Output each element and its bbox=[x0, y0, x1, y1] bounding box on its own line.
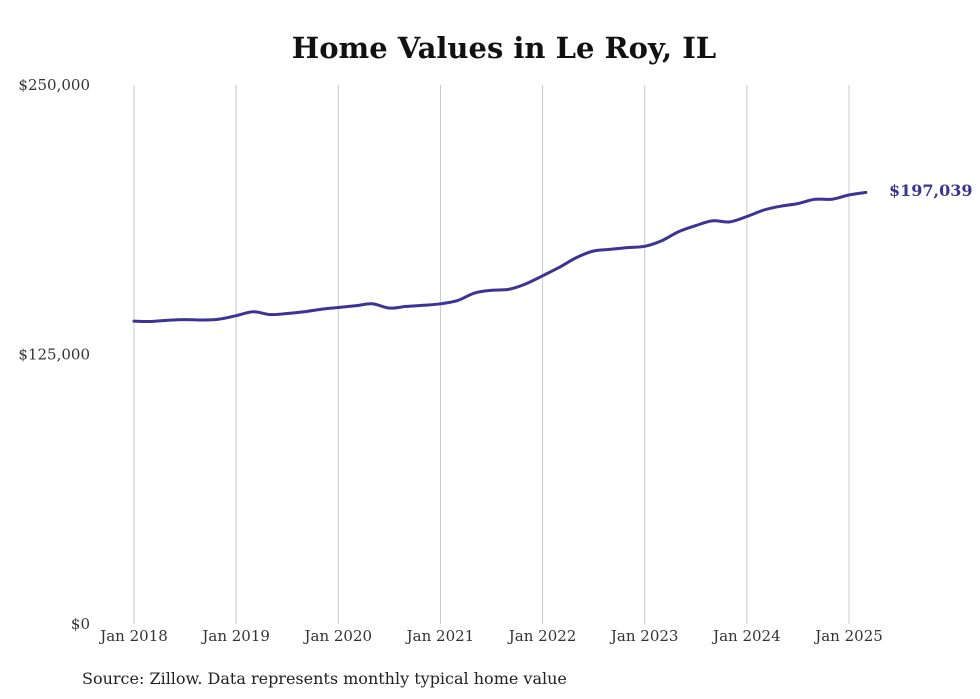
y-tick-label: $125,000 bbox=[18, 346, 90, 364]
y-tick-label: $0 bbox=[71, 615, 90, 633]
gridlines bbox=[133, 85, 850, 624]
x-tick-label: Jan 2020 bbox=[303, 627, 373, 645]
x-tick-label: Jan 2022 bbox=[507, 627, 577, 645]
series-line bbox=[132, 190, 868, 324]
series-layer bbox=[132, 190, 868, 324]
y-axis-ticks: $0 $125,000 $250,000 bbox=[18, 76, 90, 633]
x-axis-ticks: Jan 2018 Jan 2019 Jan 2020 Jan 2021 Jan 2022… bbox=[98, 627, 883, 645]
chart-title: Home Values in Le Roy, IL bbox=[292, 31, 716, 65]
x-tick-label: Jan 2025 bbox=[813, 627, 883, 645]
x-tick-label: Jan 2023 bbox=[609, 627, 679, 645]
x-tick-label: Jan 2021 bbox=[405, 627, 475, 645]
source-note: Source: Zillow. Data represents monthly … bbox=[82, 669, 567, 688]
x-tick-label: Jan 2018 bbox=[98, 627, 168, 645]
y-tick-label: $250,000 bbox=[18, 76, 90, 94]
x-tick-label: Jan 2019 bbox=[200, 627, 270, 645]
x-tick-label: Jan 2024 bbox=[711, 627, 781, 645]
end-value-label: $197,039 bbox=[889, 181, 973, 200]
